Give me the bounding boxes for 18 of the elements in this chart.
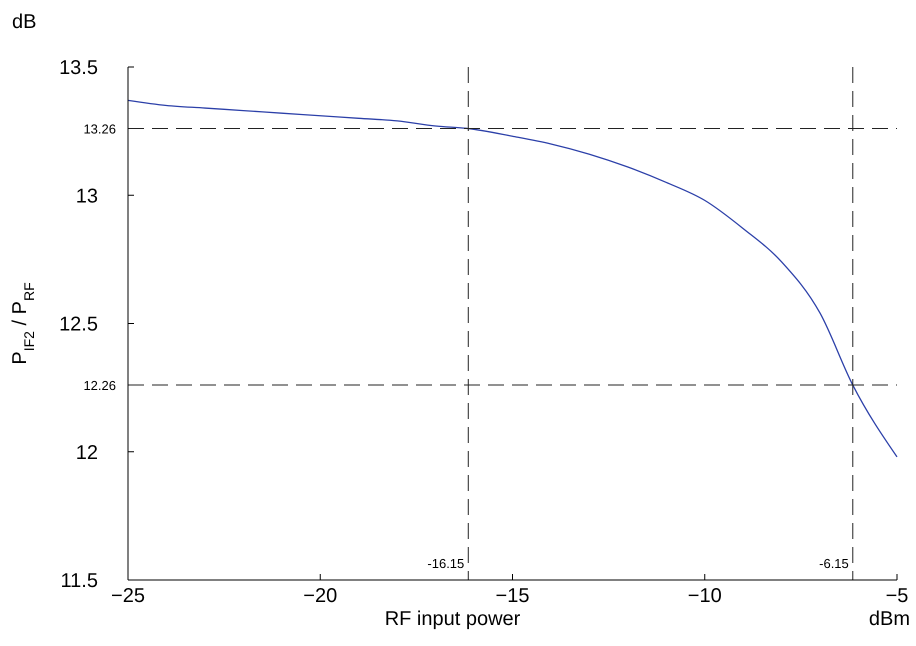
- ref-line-label: -6.15: [819, 556, 849, 571]
- ref-line-label: 13.26: [83, 122, 116, 137]
- y-tick-label: 11.5: [60, 570, 98, 592]
- ref-line-label: -16.15: [427, 556, 464, 571]
- ref-line-label: 12.26: [83, 378, 116, 394]
- y-tick-label: 12: [76, 442, 98, 464]
- line-series: [127, 100, 898, 458]
- text: dBm: [868, 608, 910, 630]
- x-tick-label: −5: [886, 585, 908, 607]
- text: dB: [12, 11, 36, 33]
- x-tick-label: −25: [111, 585, 145, 607]
- y-tick-label: 13.5: [59, 57, 98, 79]
- y-tick-label: 12.5: [59, 314, 98, 336]
- x-tick-label: −20: [303, 585, 338, 607]
- y-tick-label: 13: [76, 185, 98, 208]
- x-axis-title: RF input power: [384, 608, 521, 630]
- x-tick-label: −15: [496, 585, 530, 607]
- x-tick-label: −10: [688, 585, 722, 607]
